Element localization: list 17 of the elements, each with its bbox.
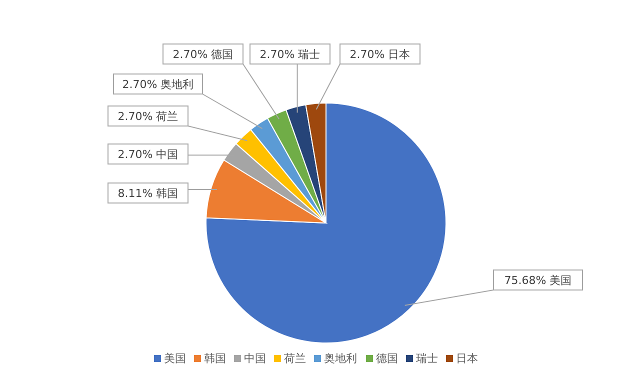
legend-label: 瑞士	[416, 352, 438, 365]
legend-label: 奥地利	[324, 352, 357, 365]
text: 2.70% 瑞士	[260, 48, 320, 61]
legend-label: 美国	[164, 352, 186, 365]
legend-label: 日本	[456, 352, 478, 365]
legend-label: 中国	[244, 352, 266, 365]
text: 2.70% 中国	[118, 148, 178, 161]
text: 8.11% 韩国	[118, 187, 178, 200]
text: 2.70% 日本	[350, 48, 410, 61]
text: 2.70% 德国	[172, 48, 234, 61]
text: 2.70% 奥地利	[122, 78, 194, 91]
text: 2.70% 荷兰	[118, 110, 178, 123]
legend-label: 荷兰	[284, 352, 306, 365]
text: 75.68% 美国	[504, 274, 572, 287]
legend-label: 韩国	[204, 352, 226, 365]
pie-slice	[206, 102, 446, 344]
legend-label: 德国	[376, 352, 398, 365]
